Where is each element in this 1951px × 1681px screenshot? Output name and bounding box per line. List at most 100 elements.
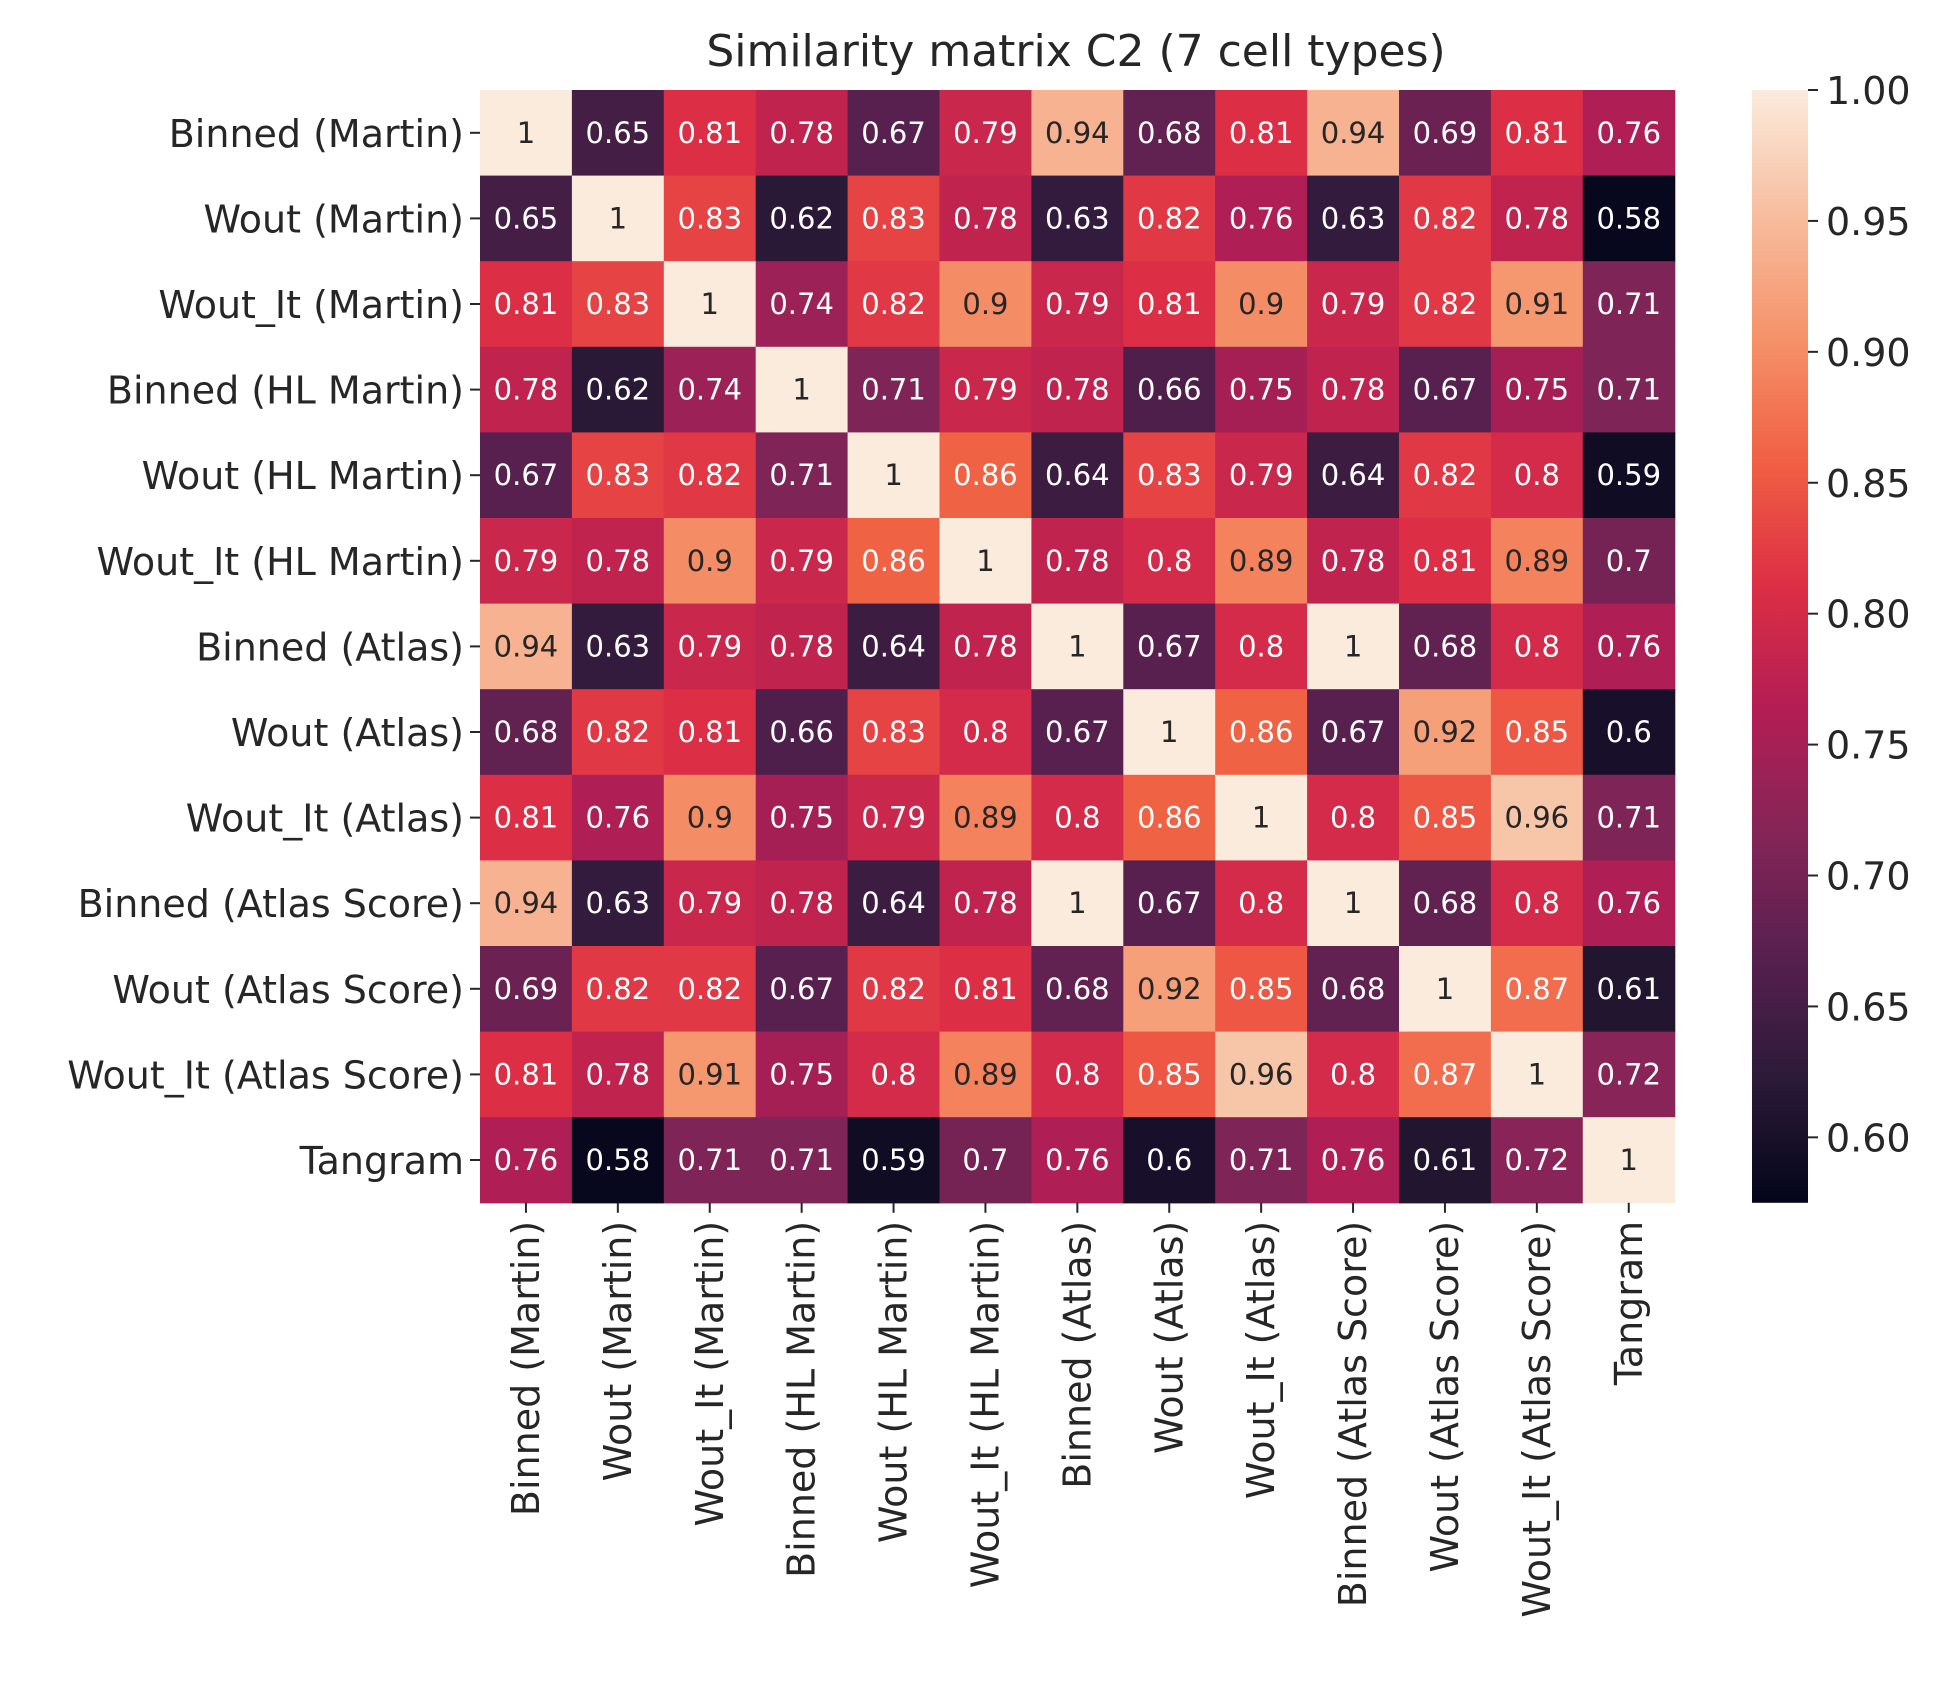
cell-value-label: 0.9	[1238, 287, 1284, 321]
heatmap-cell	[1582, 432, 1676, 519]
cell-value-label: 0.74	[677, 373, 742, 407]
cell-value-label: 0.89	[953, 801, 1018, 835]
heatmap-cell	[571, 689, 665, 776]
cell-value-label: 1	[1528, 1057, 1546, 1091]
cell-value-label: 1	[517, 116, 535, 150]
heatmap-cell	[571, 90, 665, 177]
heatmap-cell	[480, 346, 573, 433]
cell-value-label: 0.64	[1321, 458, 1386, 492]
cell-value-label: 0.65	[586, 116, 651, 150]
column-tick-label: Wout_It (HL Martin)	[963, 1221, 1007, 1588]
row-tick-label: Wout (Atlas)	[231, 711, 464, 755]
heatmap-cell	[755, 774, 849, 861]
heatmap-cell	[847, 518, 941, 605]
cell-value-label: 0.94	[494, 886, 559, 920]
heatmap-cell	[847, 261, 941, 348]
cell-value-label: 0.96	[1505, 801, 1570, 835]
cell-value-label: 0.82	[1413, 201, 1478, 235]
cell-value-label: 0.63	[1045, 201, 1110, 235]
column-tick-label: Binned (Atlas)	[1055, 1221, 1099, 1489]
heatmap-cell	[1031, 90, 1124, 177]
heatmap-cell	[480, 1117, 573, 1204]
heatmap-cell	[1582, 1031, 1676, 1118]
heatmap-cell	[480, 175, 573, 262]
heatmap-cell	[1031, 774, 1124, 861]
heatmap-cell	[1307, 346, 1400, 433]
heatmap-cell	[1031, 518, 1124, 605]
heatmap-cell	[939, 946, 1032, 1033]
cell-value-label: 0.8	[1238, 886, 1284, 920]
cell-value-label: 0.64	[861, 886, 926, 920]
heatmap-cell	[480, 432, 573, 519]
heatmap-cell	[1490, 346, 1584, 433]
heatmap-cell	[1215, 432, 1308, 519]
cell-value-label: 0.69	[494, 972, 559, 1006]
cell-value-label: 0.81	[494, 1057, 559, 1091]
heatmap-cell	[663, 346, 757, 433]
cell-value-label: 0.82	[677, 972, 742, 1006]
heatmap-cell	[1307, 261, 1400, 348]
colorbar: 0.60 0.65 0.70 0.75 0.80 0.85 0.90 0.95 1.00	[1752, 69, 1911, 1203]
cell-value-label: 0.9	[687, 544, 733, 578]
heatmap-cell	[1123, 1031, 1216, 1118]
column-tick-label: Binned (Martin)	[504, 1221, 548, 1516]
heatmap-cell	[847, 1117, 941, 1204]
cell-value-label: 0.67	[1413, 373, 1478, 407]
cell-value-label: 0.89	[953, 1057, 1018, 1091]
cell-value-label: 0.69	[1413, 116, 1478, 150]
colorbar-gradient	[1752, 90, 1808, 1203]
cell-value-label: 0.61	[1596, 972, 1661, 1006]
heatmap-cell	[1123, 689, 1216, 776]
cell-value-label: 0.92	[1413, 715, 1478, 749]
colorbar-tick-label: 0.65	[1826, 985, 1911, 1029]
cell-value-label: 0.83	[1137, 458, 1202, 492]
cell-value-label: 0.9	[687, 801, 733, 835]
cell-value-label: 0.76	[1596, 629, 1661, 663]
heatmap-cell	[571, 261, 665, 348]
cell-value-label: 0.64	[1045, 458, 1110, 492]
cell-value-label: 0.76	[494, 1143, 559, 1177]
cell-value-label: 0.81	[1505, 116, 1570, 150]
heatmap-cell	[1399, 261, 1492, 348]
cell-value-label: 0.78	[953, 886, 1018, 920]
cell-value-label: 0.8	[1054, 1057, 1100, 1091]
cell-value-label: 0.75	[769, 1057, 834, 1091]
cell-value-label: 0.9	[962, 287, 1008, 321]
cell-value-label: 0.79	[1045, 287, 1110, 321]
cell-value-label: 0.8	[1054, 801, 1100, 835]
cell-value-label: 1	[1436, 972, 1454, 1006]
heatmap-cell	[480, 689, 573, 776]
heatmap-cell	[1582, 946, 1676, 1033]
heatmap-cell	[939, 346, 1032, 433]
heatmap-cell	[939, 518, 1032, 605]
heatmap-cell	[1031, 603, 1124, 690]
heatmap-cell	[939, 261, 1032, 348]
cell-value-label: 0.8	[962, 715, 1008, 749]
heatmap-cell	[571, 432, 665, 519]
heatmap-cell	[1582, 774, 1676, 861]
cell-value-label: 0.71	[677, 1143, 742, 1177]
cell-value-label: 0.82	[861, 972, 926, 1006]
heatmap-cell	[1490, 518, 1584, 605]
row-tick-label: Wout_It (Atlas)	[186, 797, 464, 841]
heatmap-cell	[663, 860, 757, 947]
cell-value-label: 0.78	[586, 544, 651, 578]
colorbar-tick-label: 0.90	[1826, 331, 1911, 375]
heatmap-cell	[1582, 689, 1676, 776]
heatmap-cell	[1582, 1117, 1676, 1204]
cell-value-label: 0.81	[953, 972, 1018, 1006]
colorbar-tick-label: 0.75	[1826, 724, 1911, 768]
cell-value-label: 0.79	[677, 886, 742, 920]
cell-value-label: 0.67	[769, 972, 834, 1006]
colorbar-tick-label: 1.00	[1826, 69, 1911, 113]
heatmap-cell	[939, 860, 1032, 947]
heatmap-cell	[1031, 1031, 1124, 1118]
heatmap-cell	[1031, 946, 1124, 1033]
cell-value-label: 0.64	[861, 629, 926, 663]
heatmap-cell	[755, 432, 849, 519]
heatmap-cell	[1215, 1031, 1308, 1118]
cell-value-label: 0.79	[1229, 458, 1294, 492]
heatmap-cell	[1031, 1117, 1124, 1204]
cell-value-label: 0.86	[1229, 715, 1294, 749]
